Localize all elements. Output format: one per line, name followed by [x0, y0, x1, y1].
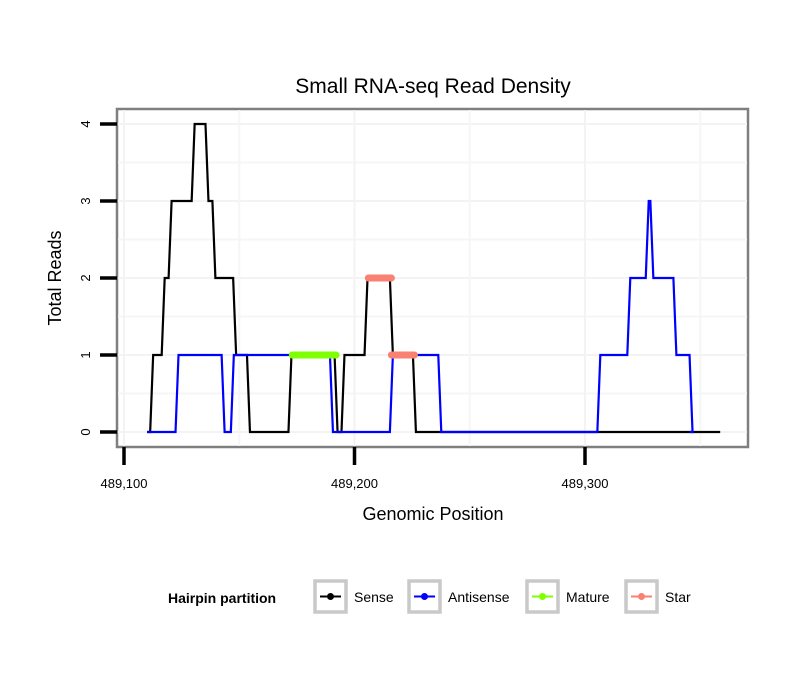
y-tick-label: 3 [78, 197, 93, 204]
y-tick-label: 2 [78, 274, 93, 281]
legend-label-mature: Mature [566, 589, 610, 605]
legend-marker-star [638, 593, 645, 600]
legend-label-sense: Sense [354, 589, 394, 605]
x-tick-label: 489,200 [331, 476, 378, 491]
legend-marker-sense [327, 593, 334, 600]
y-tick-label: 0 [78, 428, 93, 435]
x-axis-title: Genomic Position [362, 504, 503, 524]
x-tick-label: 489,100 [101, 476, 148, 491]
x-tick-label: 489,300 [562, 476, 609, 491]
legend-marker-mature [539, 593, 546, 600]
legend-label-star: Star [665, 589, 691, 605]
legend-marker-antisense [421, 593, 428, 600]
legend: Hairpin partition Sense Antisense Mature St… [168, 579, 691, 614]
y-tick-label: 4 [78, 120, 93, 127]
y-tick-label: 1 [78, 351, 93, 358]
series-line-antisense [147, 199, 694, 434]
series-layer [147, 122, 721, 434]
legend-title: Hairpin partition [168, 590, 276, 606]
axes: 0 1 2 3 4 489,100 489,200 489,300 [78, 120, 609, 491]
chart-title: Small RNA-seq Read Density [295, 75, 571, 98]
legend-label-antisense: Antisense [448, 589, 510, 605]
y-axis-title: Total Reads [45, 230, 65, 325]
